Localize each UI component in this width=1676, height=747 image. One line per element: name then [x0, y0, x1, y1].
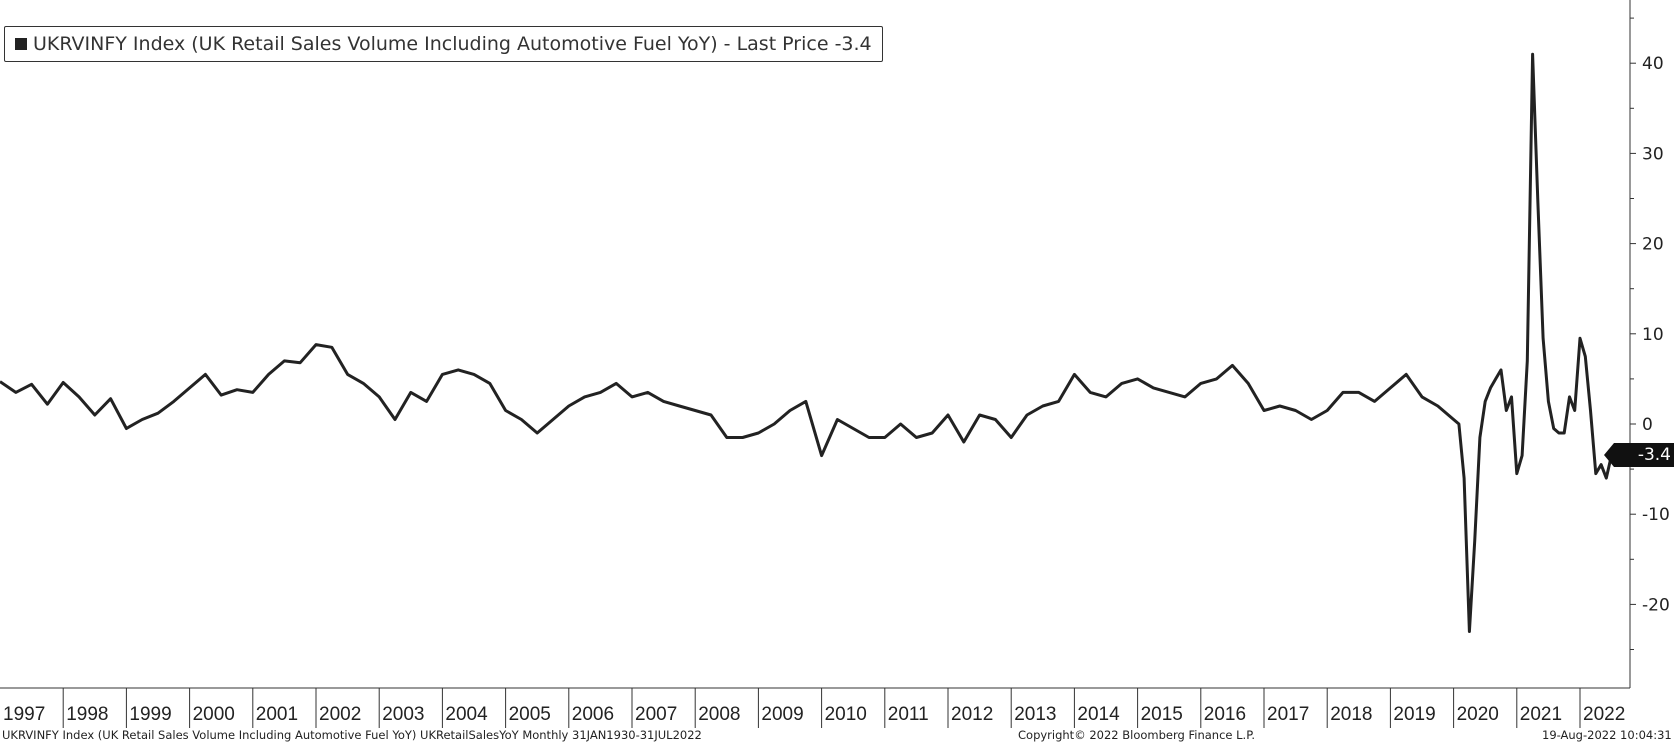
x-tick-label: 2001 — [256, 704, 298, 725]
y-tick-label: 10 — [1642, 325, 1664, 345]
x-tick-label: 2003 — [382, 704, 424, 725]
x-tick-label: 2018 — [1330, 704, 1372, 725]
x-tick-label: 2019 — [1393, 704, 1435, 725]
series-layer — [0, 52, 1614, 633]
x-tick-label: 2016 — [1204, 704, 1246, 725]
x-tick-label: 2008 — [698, 704, 740, 725]
x-tick-label: 2005 — [509, 704, 551, 725]
x-tick-label: 2013 — [1014, 704, 1056, 725]
chart-legend: UKRVINFY Index (UK Retail Sales Volume I… — [4, 26, 883, 62]
y-tick-label: 40 — [1642, 54, 1664, 74]
x-tick-label: 2011 — [888, 704, 929, 725]
x-tick-label: 2015 — [1141, 704, 1183, 725]
y-tick-label: 30 — [1642, 144, 1664, 164]
series-line — [0, 52, 1614, 633]
footer-timestamp: 19-Aug-2022 10:04:31 — [1542, 728, 1672, 742]
x-tick-label: 2000 — [193, 704, 235, 725]
y-tick-label: 0 — [1642, 415, 1653, 435]
last-value-label: -3.4 — [1637, 444, 1671, 465]
x-tick-label: 2002 — [319, 704, 361, 725]
x-tick-label: 2007 — [635, 704, 677, 725]
x-tick-label: 2021 — [1520, 704, 1562, 725]
x-tick-label: 2022 — [1583, 704, 1625, 725]
y-tick-label: 20 — [1642, 235, 1664, 255]
y-axis: 40 30 20 10 0 -10 -20 — [1629, 0, 1670, 688]
legend-swatch — [15, 38, 27, 50]
legend-text: UKRVINFY Index (UK Retail Sales Volume I… — [33, 33, 872, 55]
x-tick-label: 2006 — [572, 704, 614, 725]
x-tick-label: 1997 — [3, 704, 45, 725]
x-tick-label: 2017 — [1267, 704, 1309, 725]
x-tick-label: 2020 — [1457, 704, 1499, 725]
footer-copyright: Copyright© 2022 Bloomberg Finance L.P. — [1018, 728, 1255, 742]
x-tick-label: 2004 — [445, 704, 488, 725]
x-tick-label: 2014 — [1077, 704, 1120, 725]
footer-left: UKRVINFY Index (UK Retail Sales Volume I… — [2, 728, 702, 742]
x-tick-label: 2012 — [951, 704, 993, 725]
y-tick-label: -10 — [1642, 505, 1670, 525]
x-tick-label: 2010 — [825, 704, 867, 725]
x-tick-label: 1998 — [66, 704, 108, 725]
x-tick-label: 2009 — [761, 704, 803, 725]
last-value-badge: -3.4 — [1604, 442, 1674, 467]
x-tick-label: 1999 — [129, 704, 171, 725]
y-tick-label: -20 — [1642, 595, 1670, 615]
x-axis: 1997 1998 1999 2000 2001 2002 2003 2004 2005 2006… — [0, 687, 1630, 728]
